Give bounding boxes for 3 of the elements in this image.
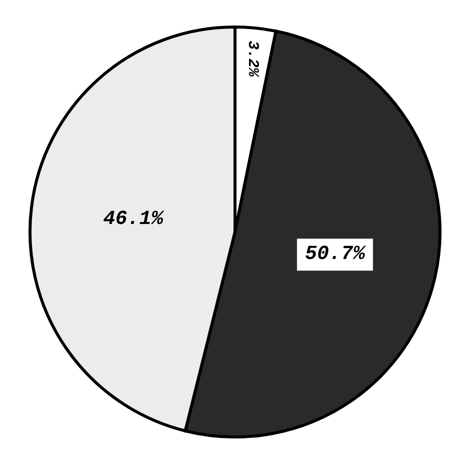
data-label: 46.1% bbox=[103, 208, 164, 231]
data-label: 50.7% bbox=[304, 243, 366, 266]
data-label: 3.2% bbox=[244, 40, 261, 78]
